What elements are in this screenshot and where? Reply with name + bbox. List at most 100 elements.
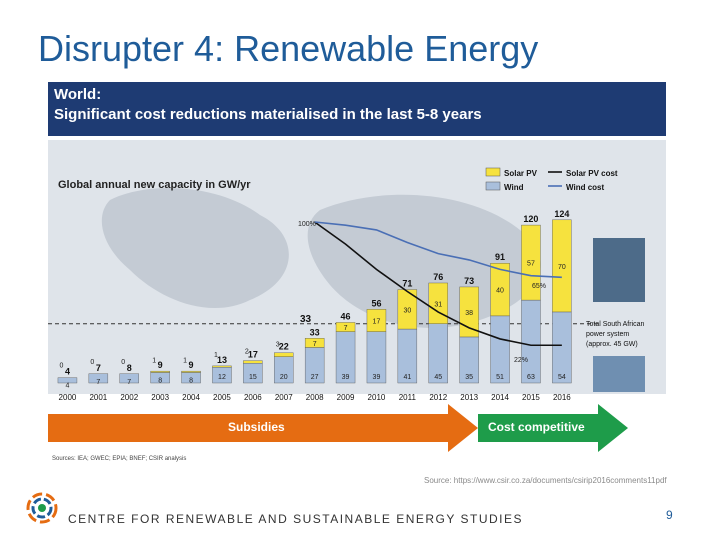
solar-panel-image [593,238,645,302]
reference-line-label: 33 [300,314,312,325]
bar-wind-2000 [57,377,78,384]
solar-label-2005: 1 [214,352,218,359]
wind-label-2016: 54 [558,374,566,381]
bar-solar-2008 [304,338,325,348]
total-label-2012: 76 [433,272,443,282]
banner-line-1: World: [54,86,102,103]
wind-label-2007: 20 [280,374,288,381]
solar-label-2008: 7 [313,341,317,348]
total-label-2016: 124 [554,209,569,219]
wind-label-2015: 63 [527,374,535,381]
bar-wind-2002 [119,373,139,384]
x-tick-2002: 2002 [120,393,138,402]
solar-label-2001: 0 [90,359,94,366]
total-label-2000: 4 [65,367,70,377]
wind-label-2012: 45 [434,374,442,381]
legend-swatch-wind [485,181,501,191]
total-label-2002: 8 [127,363,132,373]
x-tick-2003: 2003 [151,393,169,402]
total-label-2007: 22 [279,342,289,352]
side-note-line-0: Total South African [586,321,644,328]
subsidies-label: Subsidies [228,420,285,434]
wind-cost-line [314,221,562,279]
solar-label-2014: 40 [496,288,504,295]
x-tick-2006: 2006 [244,393,262,402]
wind-label-2008: 27 [311,374,319,381]
bar-solar-2005 [212,365,232,368]
total-label-2003: 9 [158,360,163,370]
x-tick-2015: 2015 [522,393,540,402]
bar-solar-2012 [428,282,448,324]
legend-label-wind: Wind [504,183,524,192]
total-label-2009: 46 [341,311,351,321]
total-label-2011: 71 [402,279,412,289]
wind-label-2001: 7 [96,379,100,386]
wind-label-2002: 7 [127,379,131,386]
cost-annotation-solar: 22% [514,357,528,364]
chart-title: Global annual new capacity in GW/yr [58,179,251,191]
sources-note: Sources: IEA; GWEC; EPIA; BNEF; CSIR ana… [52,456,187,462]
legend-label-wind-cost: Wind cost [566,183,604,192]
x-tick-2000: 2000 [59,393,77,402]
subsidies-arrow [48,414,448,442]
solar-label-2015: 57 [527,261,535,268]
bar-solar-2016 [552,219,572,313]
subsidies-arrowhead [448,404,478,452]
total-label-2015: 120 [523,214,538,224]
total-label-2001: 7 [96,363,101,373]
solar-label-2012: 31 [434,301,442,308]
total-label-2006: 17 [248,350,258,360]
cost-competitive-arrow [478,414,598,442]
bar-solar-2015 [521,224,541,301]
solar-label-2016: 70 [558,264,566,271]
total-label-2010: 56 [371,298,381,308]
total-label-2014: 91 [495,252,505,262]
bar-solar-2009 [335,322,356,332]
side-note-line-2: (approx. 45 GW) [586,341,638,348]
footer-text: CENTRE FOR RENEWABLE AND SUSTAINABLE ENE… [68,512,524,526]
cost-competitive-arrowhead [598,404,628,452]
wind-turbine-image [593,356,645,392]
wind-label-2009: 39 [342,374,350,381]
wind-label-2004: 8 [189,377,193,384]
x-tick-2001: 2001 [89,393,107,402]
header-banner: World: Significant cost reductions mater… [48,82,666,136]
x-tick-2014: 2014 [491,393,509,402]
solar-label-2006: 2 [245,348,249,355]
legend-label-solar-cost: Solar PV cost [566,169,618,178]
wind-label-2010: 39 [373,374,381,381]
cost-annotation-start: 100% [298,221,316,228]
side-note-line-1: power system [586,331,629,338]
bar-wind-2001 [88,373,109,384]
x-tick-2011: 2011 [399,393,417,402]
solar-label-2003: 1 [152,357,156,364]
banner-line-2: Significant cost reductions materialised… [54,106,482,123]
cost-annotation-wind: 65% [532,283,546,290]
wind-label-2013: 35 [465,374,473,381]
bar-solar-2003 [150,370,170,373]
solar-label-2009: 7 [344,325,348,332]
bar-solar-2013 [459,286,479,338]
wind-label-2000: 4 [65,383,69,390]
total-label-2005: 13 [217,355,227,365]
x-tick-2016: 2016 [553,393,571,402]
total-label-2008: 33 [310,327,320,337]
wind-label-2005: 12 [218,374,226,381]
csir-logo-icon [26,492,58,524]
x-tick-2012: 2012 [429,393,447,402]
bar-solar-2011 [397,289,418,330]
solar-label-2002: 0 [121,359,125,366]
solar-label-2013: 38 [465,310,473,317]
x-tick-2010: 2010 [368,393,386,402]
solar-label-2007: 3 [276,342,280,349]
solar-label-2011: 30 [403,307,411,314]
legend-label-solar: Solar PV [504,169,538,178]
bar-solar-2010 [366,309,387,332]
x-tick-2004: 2004 [182,393,200,402]
wind-label-2014: 51 [496,374,504,381]
wind-label-2006: 15 [249,374,257,381]
solar-label-2000: 0 [59,363,63,370]
map-continent-americas [101,188,289,309]
x-tick-2005: 2005 [213,393,231,402]
